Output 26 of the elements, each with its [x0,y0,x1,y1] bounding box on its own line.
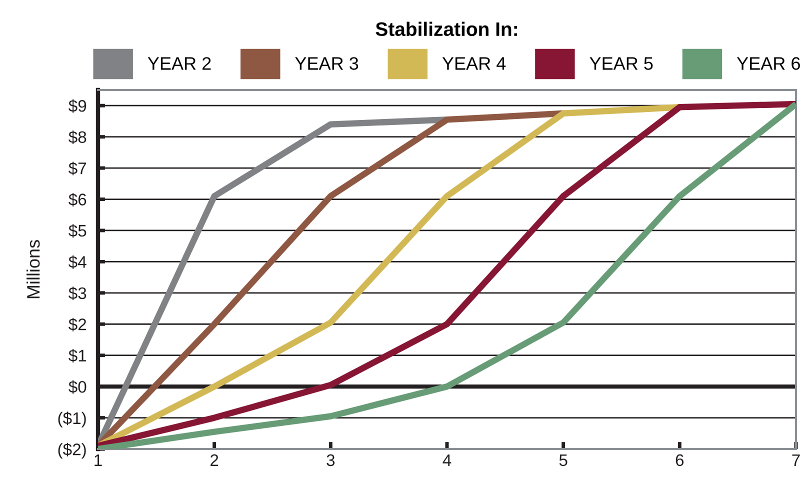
x-tick-label: 1 [94,454,102,466]
y-tick-label: ($2) [58,442,86,459]
x-tick-label: 2 [210,454,218,466]
legend-label: YEAR 5 [590,57,653,70]
y-tick-label: $2 [68,318,86,332]
y-tick-label: $6 [68,192,86,206]
legend-label: YEAR 2 [148,57,211,70]
legend-label: YEAR 4 [442,57,506,70]
y-tick-label: $8 [68,130,86,144]
y-tick-label: $9 [68,99,86,113]
legend-label: YEAR 3 [295,57,358,70]
x-tick-label: 7 [792,454,800,466]
x-tick-label: 6 [676,454,684,466]
x-tick-label: 3 [326,454,335,466]
y-tick-label: $7 [68,162,86,176]
y-tick-label: $0 [68,380,86,394]
legend-label: YEAR 6 [736,57,800,70]
x-tick-label: 4 [442,454,452,466]
y-tick-label: $1 [68,349,86,363]
x-tick-label: 5 [559,454,568,466]
y-axis-title: Millions [26,240,40,298]
y-tick-label: $5 [68,224,86,238]
legend-title: Stabilization In: [376,22,517,36]
y-tick-label: $4 [68,255,86,269]
y-tick-label: $3 [68,286,86,300]
y-tick-label: ($1) [58,412,86,428]
